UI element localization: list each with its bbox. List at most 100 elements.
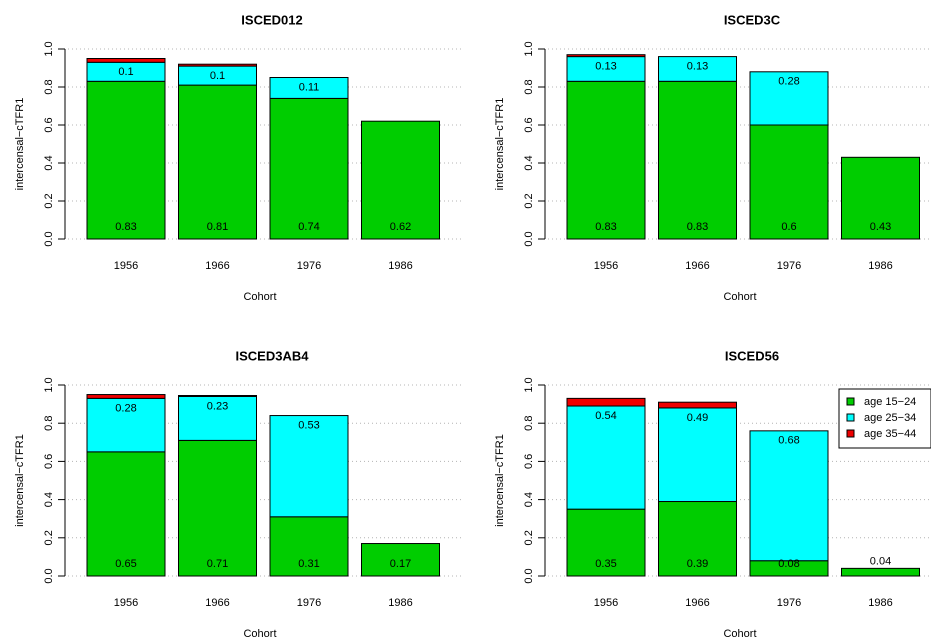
y-tick-label: 0.2 — [523, 530, 535, 545]
y-tick-label: 0.4 — [523, 492, 535, 507]
x-tick-label: 1976 — [777, 597, 801, 609]
data-label: 0.49 — [687, 412, 708, 424]
y-tick-label: 0.0 — [523, 568, 535, 583]
bar-segment — [178, 395, 257, 397]
x-tick-label: 1976 — [777, 260, 801, 272]
bar-segment — [749, 71, 829, 126]
y-tick-label: 0.2 — [43, 193, 55, 208]
bar-segment — [566, 80, 646, 240]
y-tick-label: 1.0 — [523, 377, 535, 392]
x-tick-label: 1956 — [594, 260, 618, 272]
data-label: 0.28 — [778, 76, 799, 88]
x-tick-label: 1976 — [297, 597, 321, 609]
chart-title: ISCED56 — [725, 348, 779, 363]
data-label: 0.13 — [687, 61, 708, 73]
data-label: 0.04 — [870, 555, 891, 567]
bar-segment — [658, 501, 737, 577]
x-tick-label: 1966 — [205, 260, 229, 272]
y-tick-label: 0.4 — [523, 155, 535, 170]
bar-segment — [86, 80, 166, 240]
chart-title: ISCED3C — [724, 12, 781, 27]
x-tick-label: 1966 — [685, 260, 709, 272]
x-tick-label: 1956 — [114, 260, 138, 272]
chart-title: ISCED3AB4 — [236, 348, 310, 363]
data-label: 0.81 — [207, 221, 228, 233]
data-label: 0.1 — [118, 66, 133, 78]
data-label: 0.62 — [390, 221, 411, 233]
data-label: 0.39 — [687, 558, 708, 570]
bar-segment — [178, 84, 257, 240]
bar-segment — [86, 58, 166, 63]
data-label: 0.68 — [778, 435, 799, 447]
y-tick-label: 0.8 — [523, 416, 535, 431]
x-axis-label: Cohort — [723, 291, 756, 303]
x-tick-label: 1956 — [114, 597, 138, 609]
data-label: 0.1 — [210, 70, 225, 82]
bar-segment — [86, 394, 166, 399]
x-axis-label: Cohort — [723, 628, 756, 640]
y-tick-label: 0.6 — [523, 117, 535, 132]
data-label: 0.43 — [870, 221, 891, 233]
y-tick-label: 0.6 — [43, 454, 55, 469]
y-axis-label: intercensal−cTFR1 — [14, 434, 26, 527]
bar-segment — [749, 430, 829, 562]
y-tick-label: 0.0 — [523, 231, 535, 246]
data-label: 0.28 — [115, 402, 136, 414]
bar-segment — [658, 80, 737, 240]
y-tick-label: 1.0 — [43, 377, 55, 392]
x-tick-label: 1976 — [297, 260, 321, 272]
bar-segment — [566, 56, 646, 82]
bar-segment — [749, 124, 829, 240]
y-axis-label: intercensal−cTFR1 — [14, 98, 26, 191]
x-tick-label: 1986 — [388, 597, 412, 609]
y-tick-label: 1.0 — [523, 41, 535, 56]
bar-segment — [658, 56, 737, 82]
y-tick-label: 0.4 — [43, 492, 55, 507]
bar-segment — [178, 63, 257, 67]
bar-segment — [566, 397, 646, 407]
bar-segment — [361, 543, 440, 577]
chart-panel-isced3ab4: 0.0 0.2 0.4 0.6 0.8 1.0 intercensal−cTFR1 ISCED… — [14, 348, 461, 640]
data-label: 0.71 — [207, 558, 228, 570]
data-label: 0.08 — [778, 558, 799, 570]
legend-swatch — [846, 413, 855, 422]
y-tick-label: 0.0 — [43, 231, 55, 246]
x-tick-label: 1986 — [868, 260, 892, 272]
y-tick-label: 0.4 — [43, 155, 55, 170]
y-axis-label: intercensal−cTFR1 — [494, 434, 506, 527]
bar-segment — [178, 439, 257, 577]
data-label: 0.6 — [781, 221, 796, 233]
x-axis-label: Cohort — [243, 291, 276, 303]
y-tick-label: 0.6 — [43, 117, 55, 132]
legend-swatch — [846, 429, 855, 438]
y-tick-label: 0.2 — [43, 530, 55, 545]
bar-segment — [566, 54, 646, 58]
chart-panel-isced3c: 0.0 0.2 0.4 0.6 0.8 1.0 intercensal−cTFR1 ISCED… — [494, 12, 931, 303]
chart-panel-isced56: 0.0 0.2 0.4 0.6 0.8 1.0 intercensal−cTFR1 ISCED… — [494, 348, 931, 640]
x-tick-label: 1986 — [388, 260, 412, 272]
x-tick-label: 1966 — [205, 597, 229, 609]
chart-panel-isced012: 0.0 0.2 0.4 0.6 0.8 1.0 intercensal−cTFR1 ISCED… — [14, 12, 461, 303]
data-label: 0.11 — [299, 81, 320, 93]
legend-swatch — [846, 397, 855, 406]
y-tick-label: 0.8 — [43, 79, 55, 94]
data-label: 0.65 — [115, 558, 136, 570]
chart-title: ISCED012 — [241, 12, 302, 27]
y-tick-label: 0.6 — [523, 454, 535, 469]
bar-segment — [658, 401, 737, 409]
y-tick-label: 0.0 — [43, 568, 55, 583]
bar-segment — [269, 97, 349, 240]
bar-segment — [269, 77, 349, 99]
y-tick-label: 0.2 — [523, 193, 535, 208]
data-label: 0.31 — [298, 558, 319, 570]
legend: age 15−24 age 25−34 age 35−44 — [838, 388, 931, 449]
x-axis-label: Cohort — [243, 628, 276, 640]
y-tick-label: 0.8 — [523, 79, 535, 94]
legend-label: age 15−24 — [864, 396, 916, 408]
data-label: 0.74 — [298, 221, 319, 233]
data-label: 0.83 — [687, 221, 708, 233]
data-label: 0.17 — [390, 558, 411, 570]
y-tick-label: 1.0 — [43, 41, 55, 56]
y-axis-label: intercensal−cTFR1 — [494, 98, 506, 191]
